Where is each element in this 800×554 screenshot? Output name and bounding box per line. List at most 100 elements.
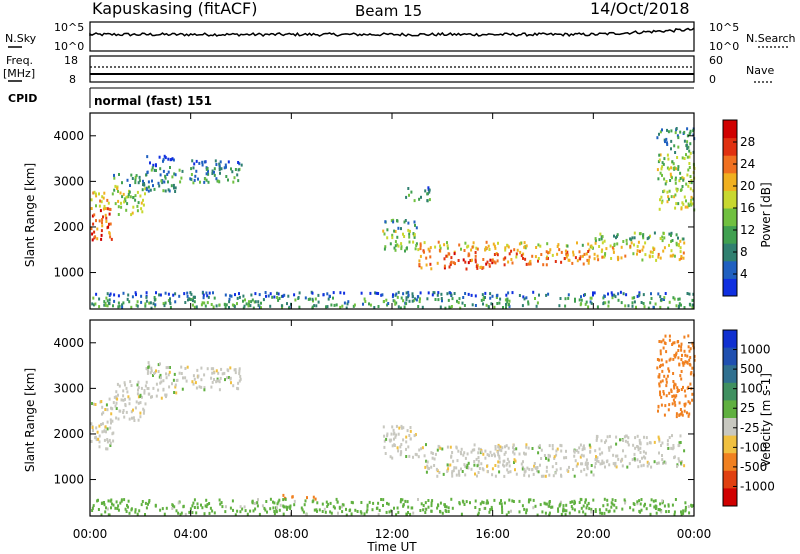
echo-cell xyxy=(661,161,664,165)
echo-cell xyxy=(580,462,582,466)
echo-cell xyxy=(157,181,160,185)
echo-cell xyxy=(683,409,686,413)
echo-cell xyxy=(100,501,103,505)
echo-cell xyxy=(127,499,130,503)
echo-cell xyxy=(520,462,523,466)
echo-cell xyxy=(498,301,501,305)
echo-cell xyxy=(205,505,208,509)
echo-cell xyxy=(554,260,557,263)
echo-cell xyxy=(596,305,599,309)
echo-cell xyxy=(600,237,603,241)
echo-cell xyxy=(92,222,95,226)
echo-cell xyxy=(631,304,634,308)
echo-cell xyxy=(423,241,426,245)
echo-cell xyxy=(360,501,363,504)
echo-cell xyxy=(504,246,507,250)
echo-cell xyxy=(676,463,679,467)
echo-cell xyxy=(167,373,170,377)
echo-cell xyxy=(110,237,113,241)
echo-cell xyxy=(658,508,661,512)
echo-cell xyxy=(493,244,496,248)
echo-cell xyxy=(446,463,449,467)
echo-cell xyxy=(677,356,680,360)
echo-cell xyxy=(601,511,603,515)
echo-cell xyxy=(611,498,614,502)
echo-cell xyxy=(475,457,478,461)
echo-cell xyxy=(137,380,140,384)
echo-cell xyxy=(203,388,206,392)
echo-cell xyxy=(594,510,597,513)
echo-cell xyxy=(636,249,639,253)
echo-cell xyxy=(312,495,315,499)
echo-cell xyxy=(322,293,325,297)
echo-cell xyxy=(326,504,329,508)
echo-cell xyxy=(174,383,177,387)
echo-cell xyxy=(151,166,154,170)
echo-cell xyxy=(269,497,272,501)
echo-cell xyxy=(301,508,304,512)
echo-cell xyxy=(670,166,673,170)
echo-cell xyxy=(673,144,676,148)
echo-cell xyxy=(467,261,470,265)
echo-cell xyxy=(622,439,625,442)
echo-cell xyxy=(688,180,691,184)
echo-cell xyxy=(545,465,548,469)
colorbar-tick-label: 1000 xyxy=(740,343,771,357)
echo-cell xyxy=(682,256,685,260)
echo-cell xyxy=(540,448,543,452)
echo-cell xyxy=(522,295,525,299)
echo-cell xyxy=(687,334,690,338)
echo-cell xyxy=(482,501,485,505)
echo-cell xyxy=(143,391,146,395)
echo-cell xyxy=(103,300,106,304)
echo-cell xyxy=(152,374,154,377)
echo-cell xyxy=(336,500,339,504)
echo-cell xyxy=(688,358,691,362)
echo-cell xyxy=(440,297,443,300)
echo-cell xyxy=(458,243,461,247)
echo-cell xyxy=(397,510,400,514)
echo-cell xyxy=(401,498,404,502)
echo-cell xyxy=(409,429,412,433)
y-tick-label: 1000 xyxy=(53,473,84,487)
echo-cell xyxy=(566,250,569,254)
echo-cell xyxy=(598,447,601,451)
echo-cell xyxy=(391,456,394,460)
echo-cell xyxy=(109,222,112,226)
echo-cell xyxy=(674,176,677,180)
echo-cell xyxy=(393,299,396,303)
colorbar-swatch xyxy=(723,172,737,191)
echo-cell xyxy=(588,248,591,252)
echo-cell xyxy=(633,300,636,304)
echo-cell xyxy=(431,499,434,503)
echo-cell xyxy=(193,295,196,299)
echo-cell xyxy=(406,500,409,504)
echo-cell xyxy=(544,511,547,515)
power-ylabel: Slant Range [km] xyxy=(23,163,37,267)
echo-cell xyxy=(507,470,510,474)
echo-cell xyxy=(482,258,485,261)
echo-cell xyxy=(536,301,539,305)
echo-cell xyxy=(237,161,240,164)
echo-cell xyxy=(125,510,128,513)
echo-cell xyxy=(606,498,609,502)
echo-cell xyxy=(390,432,393,436)
echo-cell xyxy=(206,167,209,170)
echo-cell xyxy=(650,297,653,300)
echo-cell xyxy=(537,451,540,455)
echo-cell xyxy=(582,504,585,508)
echo-cell xyxy=(686,155,689,159)
echo-cell xyxy=(604,465,606,469)
echo-cell xyxy=(419,291,422,295)
echo-cell xyxy=(107,499,110,503)
echo-cell xyxy=(409,426,412,429)
echo-cell xyxy=(667,195,670,199)
echo-cell xyxy=(103,503,106,507)
echo-cell xyxy=(581,243,584,247)
echo-cell xyxy=(525,296,528,300)
echo-cell xyxy=(318,508,321,512)
echo-cell xyxy=(673,166,676,170)
echo-cell xyxy=(413,434,416,438)
echo-cell xyxy=(678,302,681,306)
echo-cell xyxy=(673,510,676,514)
